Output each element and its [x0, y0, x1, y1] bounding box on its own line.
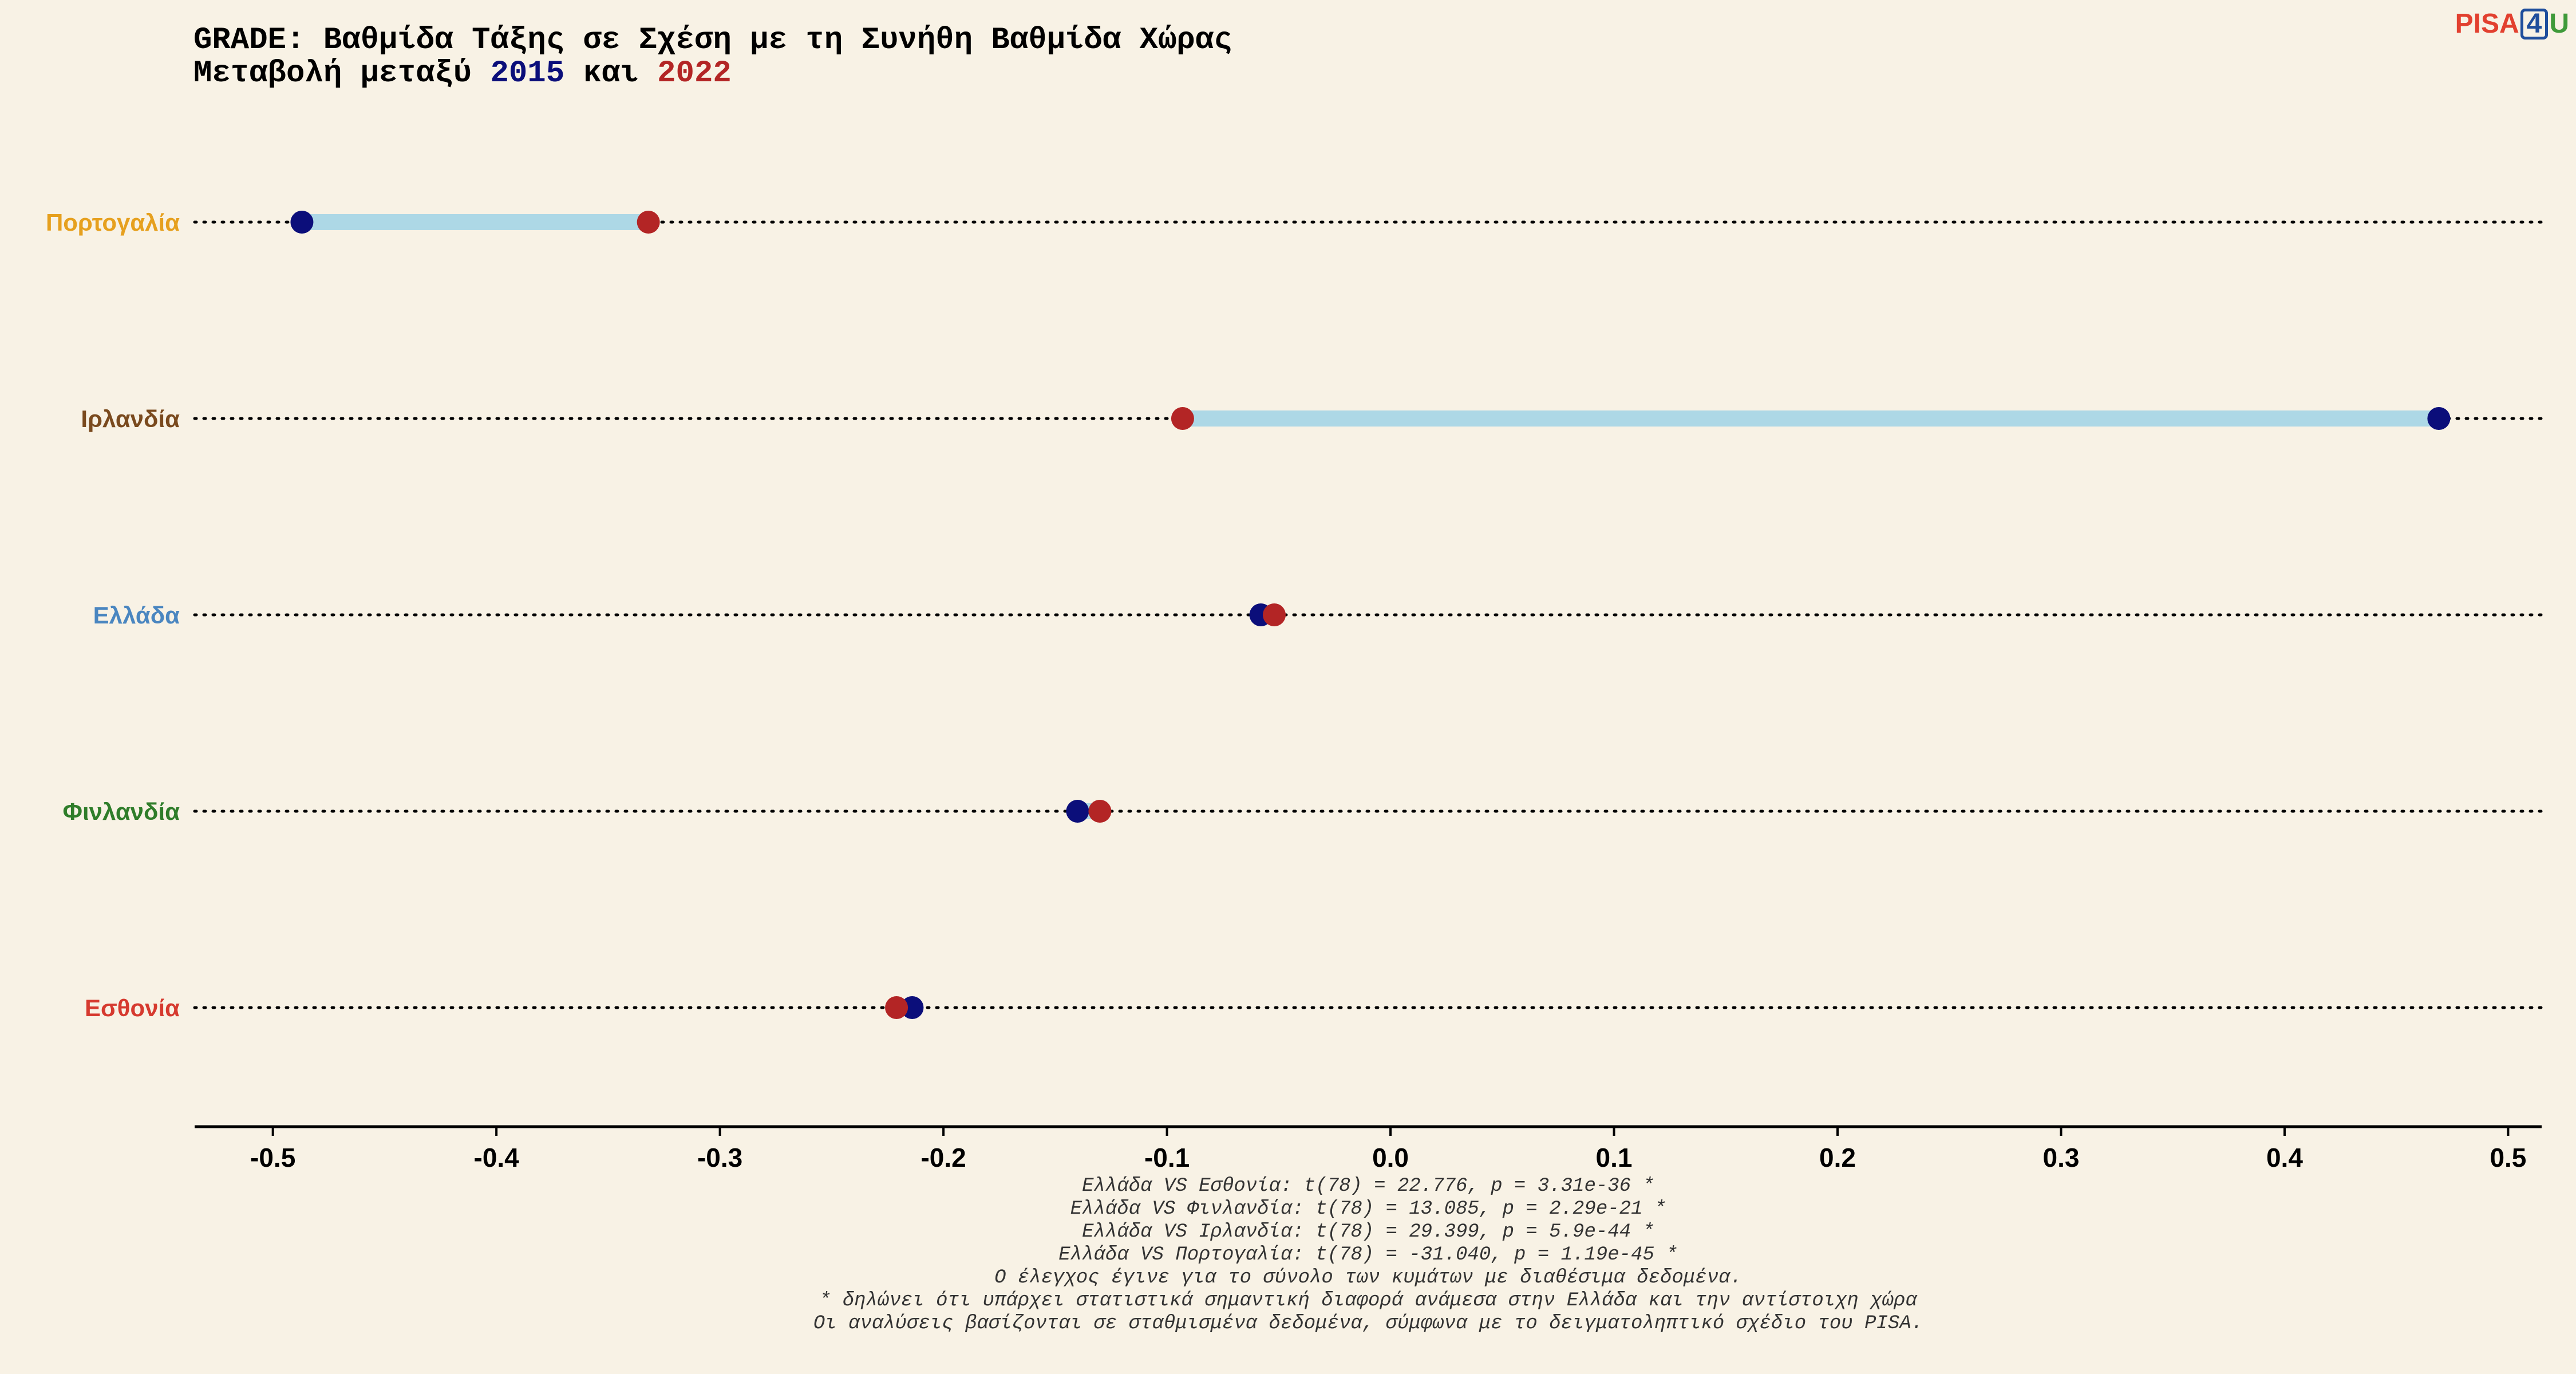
- point-2022: [637, 211, 660, 234]
- chart-rows: Πορτογαλία Ιρλανδία Ελλάδα Φινλανδία Εσθονία: [46, 209, 2543, 1021]
- category-label: Ελλάδα: [93, 602, 180, 629]
- dumbbell-chart: Πορτογαλία Ιρλανδία Ελλάδα Φινλανδία Εσθονία…: [46, 209, 2543, 1172]
- x-tick-label: -0.2: [920, 1143, 966, 1172]
- point-2022: [1088, 800, 1112, 823]
- footnote-estonia: Ελλάδα VS Εσθονία: t(78) = 22.776, p = 3…: [1082, 1175, 1654, 1197]
- x-tick-label: 0.5: [2490, 1143, 2526, 1172]
- x-tick-label: 0.4: [2266, 1143, 2303, 1172]
- chart-title: GRADE: Βαθμίδα Τάξης σε Σχέση με τη Συνή…: [193, 24, 1232, 90]
- footnote-ireland: Ελλάδα VS Ιρλανδία: t(78) = 29.399, p = …: [1082, 1221, 1654, 1243]
- footnote-portugal: Ελλάδα VS Πορτογαλία: t(78) = -31.040, p…: [1058, 1244, 1678, 1266]
- category-label: Φινλανδία: [63, 798, 180, 825]
- x-axis: -0.5 -0.4 -0.3 -0.2 -0.1 0.0 0.1 0.2 0.3 0.4 0.5: [195, 1125, 2542, 1172]
- footnote-finland: Ελλάδα VS Φινλανδία: t(78) = 13.085, p =…: [1070, 1198, 1666, 1220]
- footnote-test-note: Ο έλεγχος έγινε για το σύνολο των κυμάτω…: [994, 1267, 1742, 1289]
- title-conjunction: και: [564, 56, 658, 91]
- pisa4u-logo: PISA 4 U: [2455, 8, 2569, 40]
- point-2015: [2427, 407, 2451, 430]
- title-prefix: Μεταβολή μεταξύ: [193, 56, 491, 91]
- point-2015: [290, 211, 314, 234]
- title-year-2022: 2022: [657, 56, 732, 91]
- point-2015: [900, 996, 924, 1019]
- x-tick-label: 0.1: [1596, 1143, 1633, 1172]
- footnotes: Ελλάδα VS Εσθονία: t(78) = 22.776, p = 3…: [0, 1175, 2576, 1335]
- point-2022: [885, 996, 908, 1019]
- logo-pisa: PISA: [2455, 9, 2519, 39]
- title-line-1: GRADE: Βαθμίδα Τάξης σε Σχέση με τη Συνή…: [193, 23, 1232, 58]
- point-2022: [1171, 407, 1194, 430]
- x-tick-label: 0.0: [1372, 1143, 1409, 1172]
- row-4: Εσθονία: [85, 994, 2543, 1021]
- point-2015: [1066, 800, 1089, 823]
- x-tick-label: -0.5: [250, 1143, 295, 1172]
- x-tick-label: 0.2: [1819, 1143, 1856, 1172]
- row-2: Ελλάδα: [93, 602, 2543, 629]
- category-label: Πορτογαλία: [46, 209, 180, 236]
- row-0: Πορτογαλία: [46, 209, 2543, 236]
- title-line-2: Μεταβολή μεταξύ 2015 και 2022: [193, 57, 1232, 90]
- x-tick-label: 0.3: [2042, 1143, 2079, 1172]
- x-tick-label: -0.3: [697, 1143, 742, 1172]
- logo-u: U: [2549, 9, 2569, 39]
- row-3: Φινλανδία: [63, 798, 2543, 825]
- footnote-weights-note: Οι αναλύσεις βασίζονται σε σταθμισμένα δ…: [813, 1313, 1923, 1334]
- x-tick-label: -0.4: [474, 1143, 520, 1172]
- row-1: Ιρλανδία: [81, 405, 2543, 432]
- x-tick-label: -0.1: [1144, 1143, 1190, 1172]
- title-year-2015: 2015: [490, 56, 565, 91]
- logo-four: 4: [2520, 9, 2549, 40]
- category-label: Εσθονία: [85, 994, 180, 1021]
- category-label: Ιρλανδία: [81, 405, 180, 432]
- footnote-significance-note: * δηλώνει ότι υπάρχει στατιστικά σημαντι…: [819, 1290, 1917, 1312]
- point-2022: [1263, 603, 1286, 626]
